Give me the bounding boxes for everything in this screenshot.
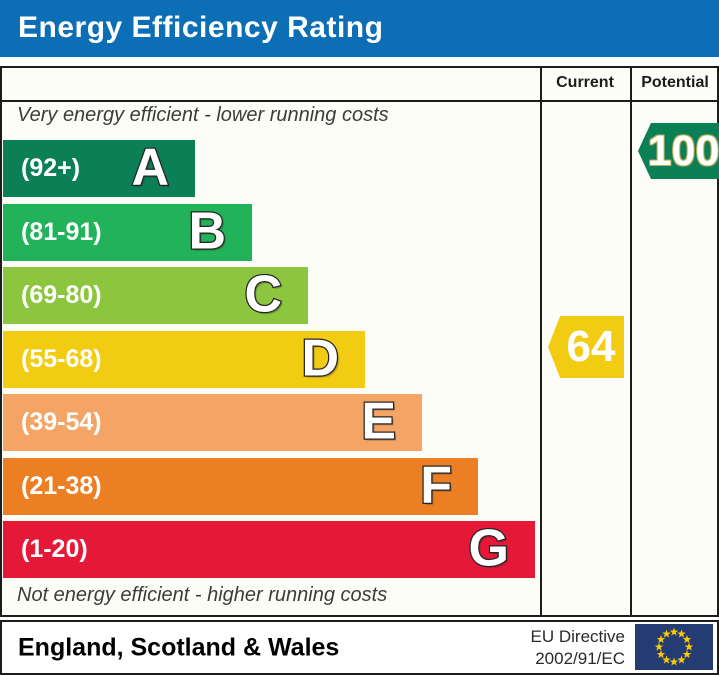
footer: England, Scotland & Wales EU Directive 2… xyxy=(0,620,719,675)
eu-directive-label: EU Directive 2002/91/EC xyxy=(531,625,625,669)
band-letter: C xyxy=(243,264,283,323)
band-row-g: (1-20) G xyxy=(3,521,535,578)
band-range-label: (39-54) xyxy=(21,408,102,436)
current-rating-value: 64 xyxy=(566,322,616,371)
band-row-a: (92+) A xyxy=(3,140,195,197)
band-range-label: (69-80) xyxy=(21,281,102,309)
title-bar: Energy Efficiency Rating xyxy=(0,0,719,57)
band-range-label: (81-91) xyxy=(21,218,102,246)
band-row-f: (21-38) F xyxy=(3,458,478,515)
band-range-label: (55-68) xyxy=(21,345,102,373)
region-label: England, Scotland & Wales xyxy=(18,633,340,661)
eu-directive-line1: EU Directive xyxy=(530,626,625,646)
band-letter: B xyxy=(187,201,227,260)
band-row-d: (55-68) D xyxy=(3,331,365,388)
band-row-b: (81-91) B xyxy=(3,204,252,261)
band-letter: D xyxy=(300,328,340,387)
band-row-c: (69-80) C xyxy=(3,267,308,324)
potential-column-header: Potential xyxy=(641,74,709,91)
current-column-header: Current xyxy=(556,74,614,91)
band-range-label: (21-38) xyxy=(21,472,102,500)
band-row-e: (39-54) E xyxy=(3,394,422,451)
current-column-divider xyxy=(540,68,542,615)
header-row-divider xyxy=(2,100,717,102)
potential-rating-arrow: 100 xyxy=(638,123,719,179)
band-letter: A xyxy=(130,137,170,196)
eu-flag-icon xyxy=(635,624,713,670)
bottom-note: Not energy efficient - higher running co… xyxy=(17,584,388,606)
band-letter: F xyxy=(419,455,453,514)
band-range-label: (92+) xyxy=(21,154,81,182)
potential-rating-value: 100 xyxy=(647,126,719,175)
potential-column-divider xyxy=(630,68,632,615)
band-letter: G xyxy=(467,518,510,577)
band-letter: E xyxy=(360,391,397,450)
eu-directive-line2: 2002/91/EC xyxy=(535,648,625,668)
eu-flag-stars xyxy=(654,627,694,666)
current-rating-arrow: 64 xyxy=(548,316,624,378)
page-title: Energy Efficiency Rating xyxy=(18,11,384,44)
band-range-label: (1-20) xyxy=(21,535,88,563)
top-note: Very energy efficient - lower running co… xyxy=(17,104,389,126)
